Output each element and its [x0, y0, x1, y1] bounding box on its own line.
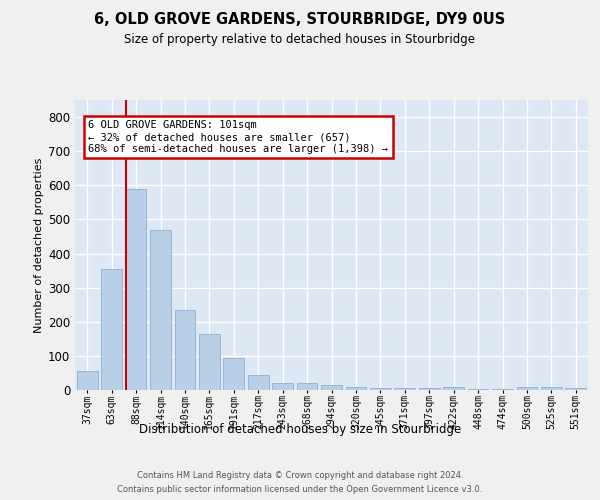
- Bar: [419, 388, 440, 390]
- Text: Contains public sector information licensed under the Open Government Licence v3: Contains public sector information licen…: [118, 485, 482, 494]
- Bar: [541, 386, 562, 390]
- Text: 6 OLD GROVE GARDENS: 101sqm
← 32% of detached houses are smaller (657)
68% of se: 6 OLD GROVE GARDENS: 101sqm ← 32% of det…: [88, 120, 388, 154]
- Bar: [77, 371, 98, 390]
- Text: Contains HM Land Registry data © Crown copyright and database right 2024.: Contains HM Land Registry data © Crown c…: [137, 471, 463, 480]
- Text: Distribution of detached houses by size in Stourbridge: Distribution of detached houses by size …: [139, 422, 461, 436]
- Bar: [272, 383, 293, 390]
- Bar: [443, 388, 464, 390]
- Bar: [125, 188, 146, 390]
- Bar: [223, 358, 244, 390]
- Bar: [150, 230, 171, 390]
- Bar: [175, 310, 196, 390]
- Bar: [321, 385, 342, 390]
- Bar: [370, 388, 391, 390]
- Bar: [101, 269, 122, 390]
- Text: Size of property relative to detached houses in Stourbridge: Size of property relative to detached ho…: [125, 32, 476, 46]
- Bar: [394, 388, 415, 390]
- Bar: [565, 388, 586, 390]
- Bar: [517, 386, 538, 390]
- Y-axis label: Number of detached properties: Number of detached properties: [34, 158, 44, 332]
- Bar: [296, 383, 317, 390]
- Bar: [346, 388, 367, 390]
- Text: 6, OLD GROVE GARDENS, STOURBRIDGE, DY9 0US: 6, OLD GROVE GARDENS, STOURBRIDGE, DY9 0…: [94, 12, 506, 28]
- Bar: [199, 334, 220, 390]
- Bar: [248, 374, 269, 390]
